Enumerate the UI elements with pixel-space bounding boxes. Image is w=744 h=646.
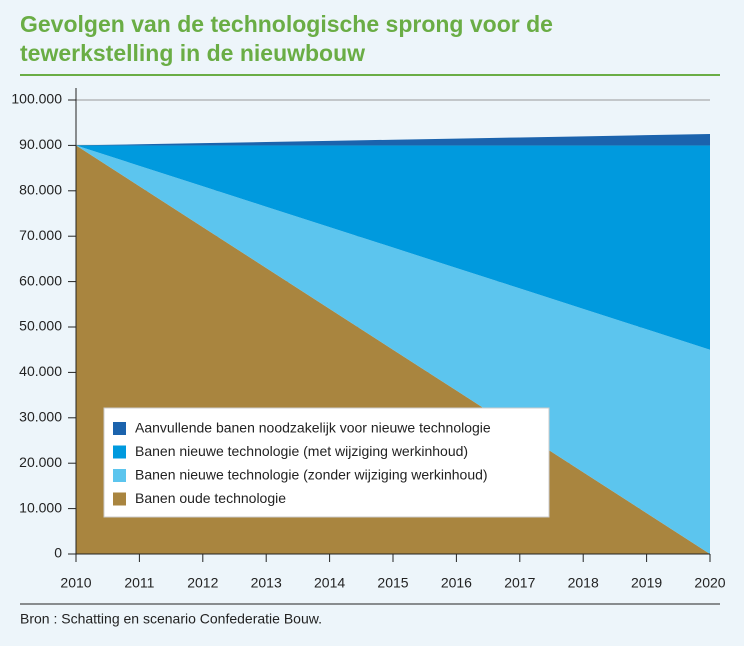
legend-swatch bbox=[113, 469, 126, 482]
x-tick-label: 2016 bbox=[441, 575, 472, 591]
y-tick-label: 60.000 bbox=[19, 272, 62, 288]
legend-box bbox=[103, 407, 550, 518]
x-tick-label: 2020 bbox=[694, 575, 725, 591]
x-tick-label: 2019 bbox=[631, 575, 662, 591]
y-tick-label: 0 bbox=[54, 545, 62, 561]
area bbox=[76, 145, 710, 350]
legend: Aanvullende banen noodzakelijk voor nieu… bbox=[103, 407, 550, 518]
area bbox=[76, 134, 710, 146]
area bbox=[76, 145, 710, 554]
legend-swatch bbox=[113, 422, 126, 435]
legend-swatch bbox=[113, 445, 126, 459]
legend-label: Aanvullende banen noodzakelijk voor nieu… bbox=[135, 420, 491, 436]
x-tick-label: 2010 bbox=[60, 575, 91, 591]
legend-label: Banen nieuwe technologie (zonder wijzigi… bbox=[135, 467, 488, 483]
y-tick-label: 80.000 bbox=[19, 182, 62, 198]
y-tick-label: 40.000 bbox=[19, 363, 62, 379]
legend-label: Banen nieuwe technologie (met wijziging … bbox=[135, 443, 468, 459]
x-tick-label: 2011 bbox=[124, 575, 154, 591]
y-tick-label: 90.000 bbox=[19, 136, 62, 152]
x-tick-label: 2017 bbox=[504, 575, 535, 591]
x-tick-label: 2018 bbox=[568, 575, 599, 591]
y-tick-label: 70.000 bbox=[19, 227, 62, 243]
y-tick-label: 50.000 bbox=[19, 318, 62, 334]
chart-title: Gevolgen van de technologische sprong vo… bbox=[20, 11, 553, 66]
x-tick-label: 2014 bbox=[314, 575, 345, 591]
x-tick-label: 2013 bbox=[251, 575, 282, 591]
x-tick-label: 2012 bbox=[187, 575, 218, 591]
source: Bron : Schatting en scenario Confederati… bbox=[20, 611, 322, 627]
legend-label: Banen oude technologie bbox=[135, 490, 286, 506]
y-tick-label: 20.000 bbox=[19, 454, 62, 470]
y-tick-label: 30.000 bbox=[19, 409, 62, 425]
x-tick-label: 2015 bbox=[377, 575, 408, 591]
y-tick-label: 10.000 bbox=[19, 499, 62, 515]
legend-swatch bbox=[113, 492, 126, 506]
y-tick-label: 100.000 bbox=[11, 91, 62, 107]
